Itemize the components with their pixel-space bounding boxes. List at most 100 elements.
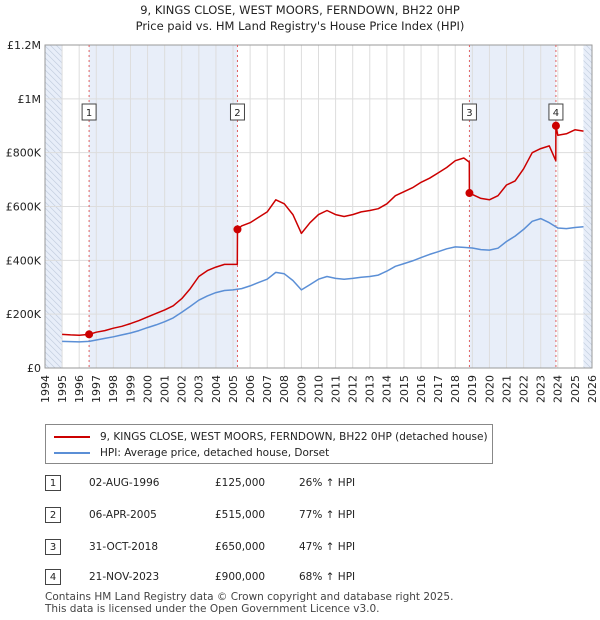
sale-number-badge: 1 (45, 475, 61, 491)
hatch-line-0 (44, 261, 63, 280)
y-tick-label: £1.2M (7, 39, 41, 52)
hatch-line-1 (583, 198, 593, 208)
x-tick-label: 2006 (244, 375, 257, 403)
y-tick-label: £0 (27, 362, 41, 375)
x-tick-label: 2016 (415, 375, 428, 403)
x-tick-label: 2025 (569, 375, 582, 403)
hatch-line-0 (44, 159, 63, 178)
legend-swatch-property (54, 436, 90, 438)
hatch-line-0 (44, 231, 63, 250)
hatch-line-1 (583, 156, 593, 166)
table-row: 4 21-NOV-2023 £900,000 68% ↑ HPI (45, 568, 445, 588)
x-tick-label: 1994 (39, 375, 52, 403)
table-row: 1 02-AUG-1996 £125,000 26% ↑ HPI (45, 474, 445, 494)
x-tick-label: 2009 (295, 375, 308, 403)
sale-number-badge: 3 (45, 539, 61, 555)
x-tick-label: 2017 (432, 375, 445, 403)
hatch-line-0 (44, 333, 63, 352)
hatch-line-0 (44, 123, 63, 142)
hatch-line-0 (44, 243, 63, 262)
hatch-line-1 (583, 216, 593, 226)
hatch-line-0 (44, 165, 63, 184)
hatch-line-1 (583, 342, 593, 352)
hatch-line-0 (44, 303, 63, 322)
hatch-line-1 (583, 90, 593, 100)
hatch-line-0 (44, 279, 63, 298)
x-tick-label: 2005 (227, 375, 240, 403)
hatch-line-0 (44, 81, 63, 100)
hatch-line-1 (583, 276, 593, 286)
footer-line-1: Contains HM Land Registry data © Crown c… (45, 591, 454, 603)
hatch-line-0 (44, 45, 63, 64)
hatch-line-0 (44, 177, 63, 196)
x-tick-label: 2024 (552, 375, 565, 403)
hatch-line-0 (44, 183, 63, 202)
hatch-line-1 (583, 60, 593, 70)
x-tick-label: 1995 (56, 375, 69, 403)
hatch-line-1 (585, 44, 593, 52)
y-tick-label: £400K (6, 254, 42, 267)
x-tick-label: 2002 (176, 375, 189, 403)
hatch-line-0 (44, 171, 63, 190)
hatch-line-0 (44, 75, 63, 94)
hatch-line-0 (44, 339, 63, 358)
hatch-line-0 (44, 93, 63, 112)
hatch-line-0 (44, 267, 63, 286)
x-tick-label: 2007 (261, 375, 274, 403)
x-tick-label: 2008 (278, 375, 291, 403)
sale-marker-box (81, 103, 97, 121)
sale-date: 31-OCT-2018 (89, 541, 158, 553)
table-row: 3 31-OCT-2018 £650,000 47% ↑ HPI (45, 538, 445, 558)
hatch-line-1 (583, 240, 593, 250)
x-tick-label: 2013 (364, 375, 377, 403)
hatch-line-1 (583, 270, 593, 280)
hatch-line-0 (44, 255, 63, 274)
hatch-line-1 (583, 330, 593, 340)
hatch-line-1 (583, 264, 593, 274)
hatch-line-0 (44, 135, 63, 154)
sale-point (465, 189, 474, 198)
hatch-line-1 (583, 126, 593, 136)
hatch-line-1 (583, 306, 593, 316)
hatch-line-1 (583, 84, 593, 94)
sale-hpi-change: 26% ↑ HPI (299, 477, 356, 489)
sale-price: £650,000 (215, 541, 266, 553)
hatch-line-0 (44, 57, 63, 76)
hatch-line-1 (583, 348, 593, 358)
y-tick-label: £1M (18, 93, 42, 106)
hatch-line-0 (44, 207, 63, 226)
hatch-line-1 (583, 360, 592, 369)
sale-number-badge: 4 (45, 569, 61, 585)
sale-date: 21-NOV-2023 (89, 571, 160, 583)
hatch-line-1 (583, 180, 593, 190)
hatch-line-1 (583, 138, 593, 148)
x-tick-label: 2012 (347, 375, 360, 403)
hatch-line-0 (44, 189, 63, 208)
property-series-line (62, 125, 584, 336)
hatch-line-1 (583, 252, 593, 262)
plot-frame (44, 44, 593, 369)
legend-label-hpi: HPI: Average price, detached house, Dors… (100, 447, 330, 459)
price-chart: 9, KINGS CLOSE, WEST MOORS, FERNDOWN, BH… (6, 3, 599, 403)
hatch-line-0 (44, 129, 63, 148)
x-tick-label: 1996 (73, 375, 86, 403)
hatch-line-0 (44, 69, 63, 88)
y-tick-label: £600K (6, 201, 42, 214)
legend-entry-property: 9, KINGS CLOSE, WEST MOORS, FERNDOWN, BH… (54, 429, 488, 445)
sale-hpi-change: 77% ↑ HPI (299, 509, 356, 521)
hatch-line-0 (44, 297, 63, 316)
sale-price: £900,000 (215, 571, 266, 583)
x-tick-label: 2004 (210, 375, 223, 403)
hatch-line-1 (583, 354, 593, 364)
hatch-line-1 (583, 78, 593, 88)
hatch-line-1 (583, 222, 593, 232)
hatch-line-1 (583, 54, 593, 64)
x-tick-label: 2003 (193, 375, 206, 403)
chart-subtitle: Price paid vs. HM Land Registry's House … (136, 19, 465, 33)
hatch-line-1 (583, 282, 593, 292)
x-tick-label: 2021 (500, 375, 513, 403)
hatch-line-1 (583, 204, 593, 214)
hatch-line-0 (44, 99, 63, 118)
hatch-line-1 (583, 114, 593, 124)
hatch-line-0 (44, 153, 63, 172)
